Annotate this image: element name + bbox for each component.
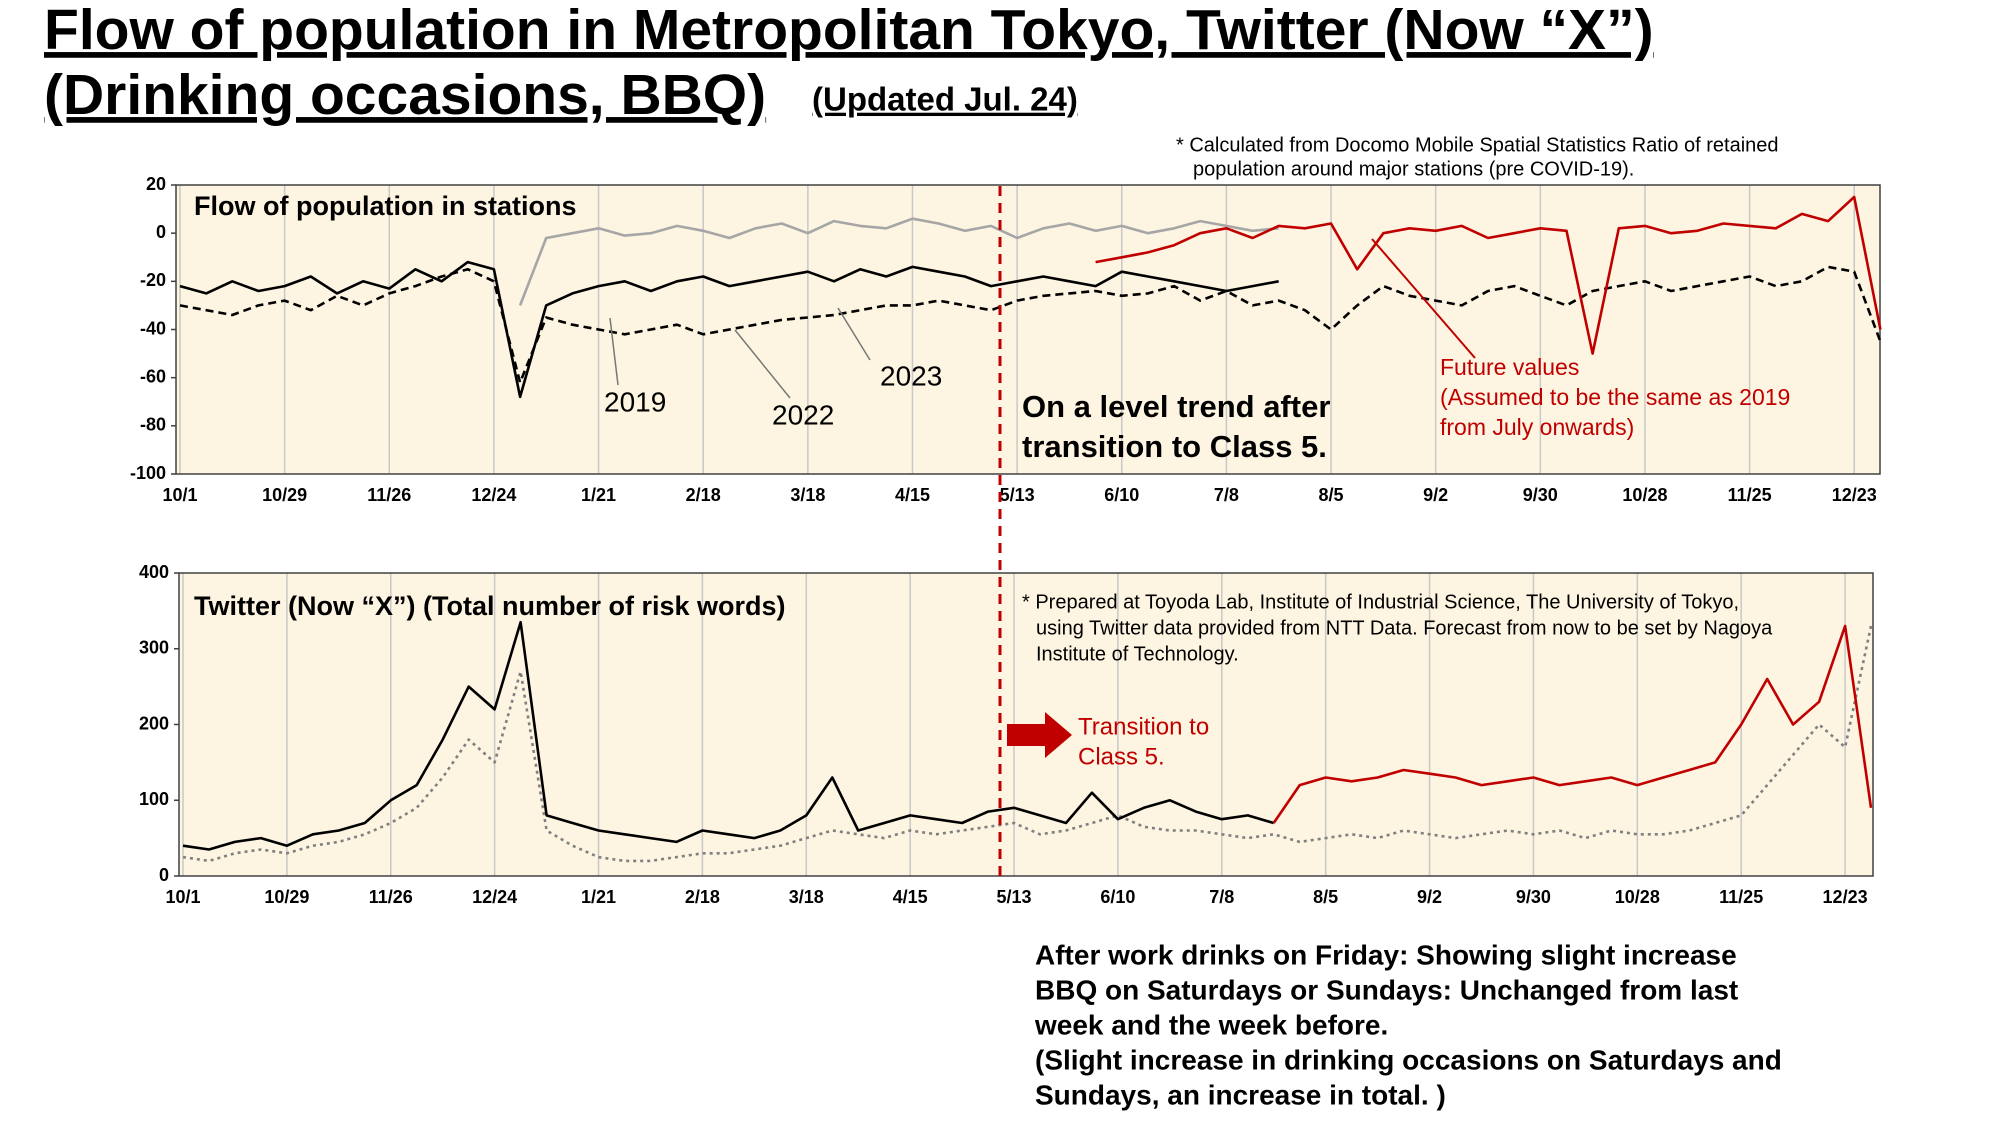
pointer	[609, 317, 619, 386]
commentary: BBQ on Saturdays or Sundays: Unchanged f…	[1035, 974, 1738, 1005]
commentary: (Slight increase in drinking occasions o…	[1035, 1044, 1782, 1075]
x-tick-label: 4/15	[893, 887, 928, 907]
y-tick-label: -40	[140, 318, 166, 338]
title-line: Flow of population in Metropolitan Tokyo…	[44, 0, 1654, 62]
series-label: 2022	[772, 399, 834, 430]
y-tick-label: -20	[140, 270, 166, 290]
x-tick-label: 9/2	[1423, 485, 1448, 505]
x-tick-label: 10/28	[1622, 485, 1667, 505]
x-tick-label: 11/26	[369, 887, 413, 907]
pointer	[734, 329, 791, 399]
updated: (Updated Jul. 24)	[812, 81, 1078, 118]
pointer	[1371, 238, 1476, 359]
x-tick-label: 1/21	[581, 485, 616, 505]
annotation: On a level trend after	[1022, 389, 1330, 424]
y-tick-label: -60	[140, 366, 166, 386]
series-line	[179, 265, 1882, 384]
x-tick-label: 3/18	[789, 887, 824, 907]
pointer	[837, 307, 871, 361]
series-line	[182, 625, 1873, 863]
x-tick-label: 11/26	[367, 485, 411, 505]
x-tick-label: 5/13	[997, 887, 1032, 907]
x-tick-label: 10/1	[162, 485, 197, 505]
x-tick-label: 11/25	[1728, 485, 1772, 505]
annotation: from July onwards)	[1440, 414, 1634, 440]
plots: 10/1 10/29 11/26 12/24 1/21 2/18 3/18 4/15 5/13 6…	[130, 174, 1882, 907]
x-tick-label: 12/23	[1823, 887, 1868, 907]
commentary: After work drinks on Friday: Showing sli…	[1035, 939, 1737, 970]
series-line	[518, 217, 1279, 306]
series-line	[182, 620, 1275, 851]
x-tick-label: 6/10	[1104, 485, 1139, 505]
commentary: Sundays, an increase in total. )	[1035, 1079, 1446, 1110]
series-line	[179, 260, 1279, 399]
x-tick-label: 1/21	[581, 887, 616, 907]
x-tick-label: 10/1	[165, 887, 200, 907]
x-tick-label: 9/30	[1523, 485, 1558, 505]
arrow	[1007, 712, 1072, 758]
x-tick-label: 8/5	[1313, 887, 1338, 907]
series-label: Future values	[1440, 354, 1579, 380]
series-line	[1272, 624, 1873, 824]
commentary: week and the week before.	[1034, 1009, 1388, 1040]
y-tick-label: 300	[139, 638, 169, 658]
series-label: 2023	[880, 360, 942, 391]
x-tick-label: 6/10	[1100, 887, 1135, 907]
x-tick-label: 10/29	[262, 485, 307, 505]
y-tick-label: -100	[130, 463, 166, 483]
x-tick-label: 7/8	[1214, 485, 1239, 505]
x-tick-label: 9/30	[1516, 887, 1551, 907]
annotation: (Assumed to be the same as 2019	[1440, 384, 1790, 410]
x-tick-label: 2/18	[685, 887, 720, 907]
note: using Twitter data provided from NTT Dat…	[1036, 617, 1773, 639]
x-tick-label: 8/5	[1319, 485, 1344, 505]
note: * Prepared at Toyoda Lab, Institute of I…	[1022, 591, 1739, 613]
x-tick-label: 12/24	[472, 887, 517, 907]
y-tick-label: 0	[156, 222, 166, 242]
series-line	[1095, 195, 1882, 355]
note: * Calculated from Docomo Mobile Spatial …	[1176, 134, 1779, 156]
note: Institute of Technology.	[1036, 643, 1239, 665]
x-tick-label: 3/18	[790, 485, 825, 505]
x-tick-label: 9/2	[1417, 887, 1442, 907]
x-tick-label: 10/29	[264, 887, 309, 907]
x-tick-label: 11/25	[1719, 887, 1763, 907]
x-tick-label: 7/8	[1209, 887, 1234, 907]
x-tick-label: 12/23	[1832, 485, 1877, 505]
y-tick-label: 20	[146, 174, 166, 194]
note: population around major stations (pre CO…	[1193, 158, 1634, 180]
annotation: transition to Class 5.	[1022, 429, 1327, 464]
x-tick-label: 5/13	[1000, 485, 1035, 505]
annotation: Class 5.	[1078, 743, 1165, 770]
y-tick-label: 200	[139, 713, 169, 733]
chart-title: Twitter (Now “X”) (Total number of risk …	[194, 591, 786, 621]
chart-title: Flow of population in stations	[194, 191, 576, 221]
x-tick-label: 2/18	[686, 485, 721, 505]
title-line: (Drinking occasions, BBQ)	[44, 63, 766, 127]
x-tick-label: 10/28	[1615, 887, 1660, 907]
series-label: 2019	[604, 386, 666, 417]
y-tick-label: 100	[139, 789, 169, 809]
y-tick-label: -80	[140, 415, 166, 435]
x-tick-label: 12/24	[471, 485, 516, 505]
annotation: Transition to	[1078, 713, 1209, 740]
y-tick-label: 0	[159, 865, 169, 885]
y-tick-label: 400	[139, 562, 169, 582]
x-tick-label: 4/15	[895, 485, 930, 505]
